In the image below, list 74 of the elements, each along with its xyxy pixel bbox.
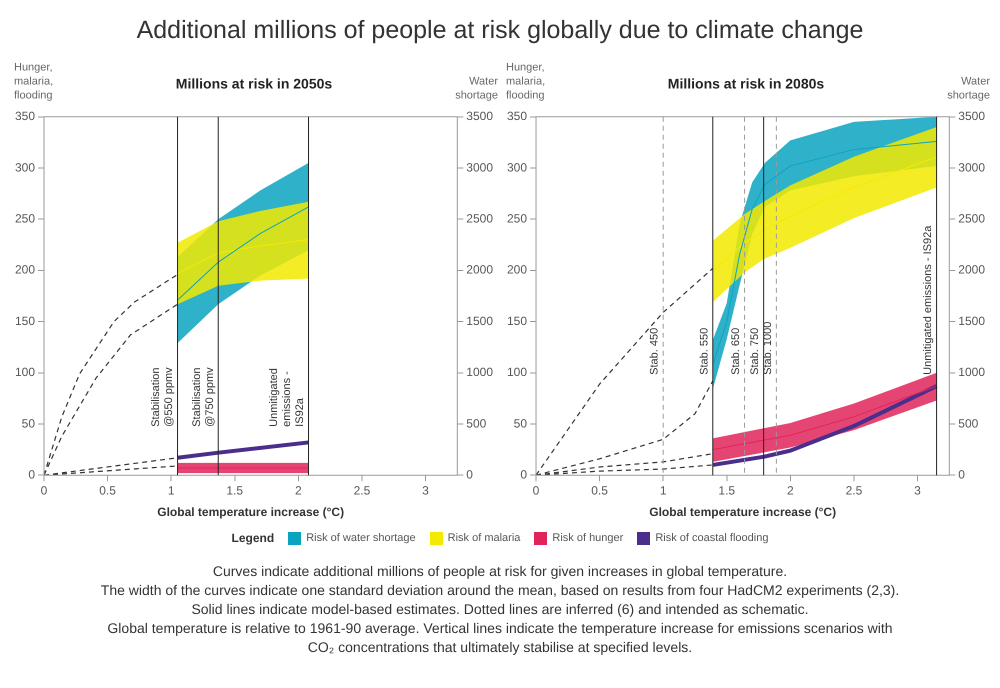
y2-tick-label: 2500: [466, 212, 494, 226]
ref-line-label: Stab. 1000: [762, 322, 774, 375]
y2-tick-label: 3500: [466, 109, 494, 124]
legend-label: Risk of water shortage: [306, 532, 416, 544]
text: Curves indicate additional millions of people at risk for given increases in global temperature.: [212, 562, 788, 581]
chart-title: Millions at risk in 2050s: [176, 75, 332, 92]
ref-line-label: Stab. 650: [730, 328, 742, 375]
y-tick-label: 300: [506, 160, 528, 174]
y2-tick-label: 1000: [958, 365, 986, 380]
y-tick-label: 350: [506, 109, 528, 124]
x-tick-label: 2: [295, 484, 302, 498]
x-tick-label: 1: [168, 484, 175, 498]
y2-tick-label: 2000: [958, 262, 986, 277]
legend-label: Risk of hunger: [552, 532, 624, 544]
ref-line-label: Stabilisation @750 ppmv: [190, 366, 216, 427]
y-tick-label: 150: [506, 314, 528, 328]
x-tick-label: 1: [660, 484, 667, 498]
x-tick-label: 1.5: [226, 484, 244, 498]
text: The width of the curves indicate one standard deviation around the mean, based on results from four HadCM2 experiments (2,3).: [100, 581, 900, 600]
y-tick-label: 100: [14, 365, 36, 380]
y-tick-label: 0: [28, 468, 36, 482]
text: Additional millions of people at risk globally due to climate change: [136, 15, 864, 46]
text: Global temperature is relative to 1961-90 average. Vertical lines indicate the temperature increase for emissions scenarios with: [106, 619, 894, 638]
text: CO₂ concentrations that ultimately stabilise at specified levels.: [306, 638, 694, 657]
x-tick-label: 0: [40, 484, 48, 498]
x-tick-label: 2: [787, 484, 794, 498]
chart-title: Millions at risk in 2080s: [668, 75, 824, 92]
ref-line-label: Stab. 450: [648, 328, 661, 375]
x-tick-label: 3: [914, 484, 922, 498]
y-tick-label: 300: [14, 160, 36, 174]
legend-label: Risk of coastal flooding: [655, 532, 768, 544]
y2-tick-label: 1500: [466, 314, 494, 328]
y-tick-label: 350: [14, 109, 36, 124]
x-tick-label: 0.5: [99, 484, 116, 498]
y-tick-label: 200: [14, 262, 36, 277]
y-tick-label: 50: [514, 416, 528, 430]
x-tick-label: 1.5: [718, 484, 736, 498]
ref-line-label: Stabilisation @550 ppmv: [150, 366, 176, 427]
text: Solid lines indicate model-based estimates. Dotted lines are inferred (6) and intended as schematic.: [190, 600, 810, 619]
y-tick-label: 250: [14, 212, 36, 226]
x-tick-label: 2.5: [354, 484, 371, 498]
y2-tick-label: 2500: [958, 212, 986, 226]
legend-label: Risk of malaria: [448, 532, 520, 544]
y-tick-label: 200: [506, 262, 528, 277]
y2-tick-label: 3000: [466, 160, 494, 174]
ref-line-label: Unmitigated emissions - IS92a: [268, 368, 306, 427]
y2-tick-label: 2000: [466, 262, 494, 277]
ref-line-label: Unmitigated emissions - IS92a: [922, 224, 934, 375]
y-tick-label: 0: [520, 468, 528, 482]
x-tick-label: 2.5: [846, 484, 863, 498]
y2-tick-label: 500: [958, 416, 979, 430]
y-axis-title: Hunger, malaria, flooding: [506, 62, 546, 102]
x-tick-label: 3: [422, 484, 430, 498]
y2-tick-label: 3500: [958, 109, 986, 124]
y2-tick-label: 500: [466, 416, 487, 430]
ref-line-label: Stab. 550: [698, 328, 710, 375]
y2-tick-label: 0: [466, 468, 474, 482]
y-tick-label: 250: [506, 212, 528, 226]
y-tick-label: 150: [14, 314, 36, 328]
y2-tick-label: 0: [958, 468, 966, 482]
y2-axis-title: Water shortage: [455, 76, 498, 102]
x-tick-label: 0: [532, 484, 540, 498]
y-axis-title: Hunger, malaria, flooding: [14, 62, 54, 102]
y2-axis-title: Water shortage: [947, 76, 990, 102]
x-axis-title: Global temperature increase (°C): [649, 505, 836, 520]
x-tick-label: 0.5: [591, 484, 608, 498]
y-tick-label: 100: [506, 365, 528, 380]
ref-line-label: Stab. 750: [749, 328, 762, 375]
y-tick-label: 50: [22, 416, 36, 430]
x-axis-title: Global temperature increase (°C): [157, 505, 344, 520]
y2-tick-label: 3000: [958, 160, 986, 174]
legend-title: Legend: [232, 531, 274, 545]
y2-tick-label: 1500: [958, 314, 986, 328]
y2-tick-label: 1000: [466, 365, 494, 380]
